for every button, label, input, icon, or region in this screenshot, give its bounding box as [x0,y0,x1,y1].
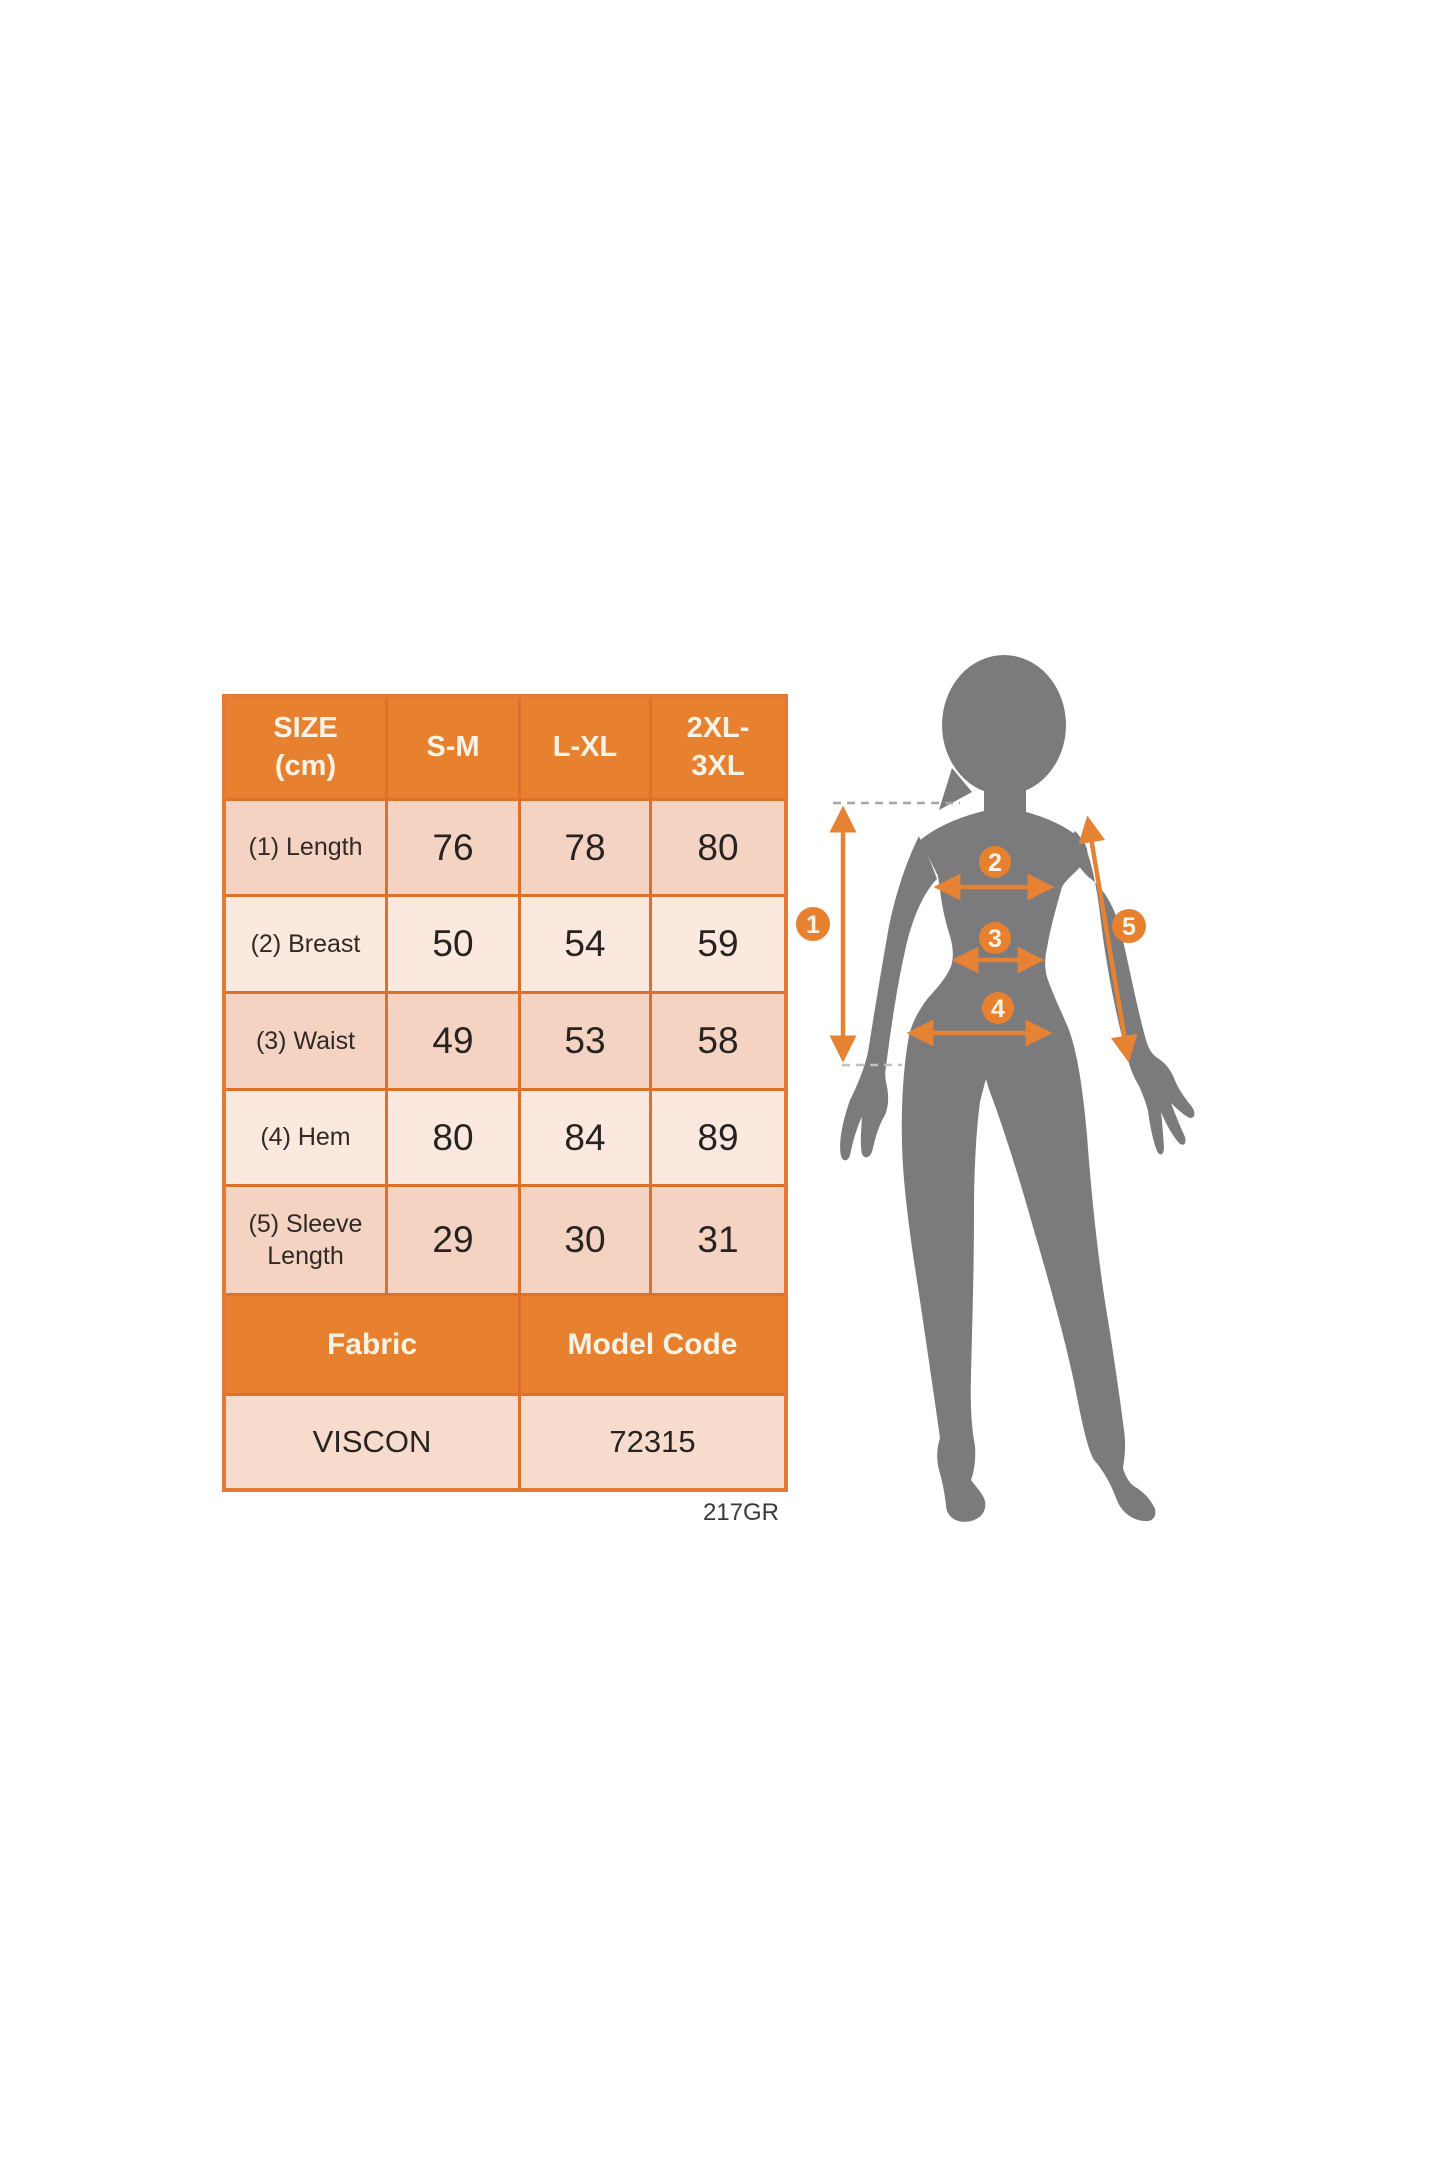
waist-lxl-value: 53 [521,994,649,1088]
size-table-header-sm: S-M [388,698,518,798]
breast-sm-value: 50 [388,897,518,991]
reference-code-note: 217GR [702,1499,779,1526]
marker-circle-5: 5 [1112,909,1146,943]
marker-circle-1: 1 [796,907,830,941]
svg-text:1: 1 [806,911,820,939]
fabric-value: VISCON [226,1396,518,1488]
svg-text:2: 2 [988,849,1002,877]
fabric-header: Fabric [226,1296,518,1393]
marker-circle-2: 2 [979,846,1011,878]
model-code-header: Model Code [521,1296,784,1393]
breast-lxl-value: 54 [521,897,649,991]
row-label-breast: (2) Breast [226,897,385,991]
size-table: SIZE (cm) S-M L-XL 2XL- 3XL (1) Length 7… [222,694,788,1492]
sleeve-lxl-value: 30 [521,1187,649,1293]
length-lxl-value: 78 [521,801,649,894]
hem-sm-value: 80 [388,1091,518,1184]
size-table-header-size: SIZE (cm) [226,698,385,798]
waist-2xl3xl-value: 58 [652,994,784,1088]
row-label-hem: (4) Hem [226,1091,385,1184]
svg-text:4: 4 [991,995,1005,1023]
length-2xl3xl-value: 80 [652,801,784,894]
row-label-sleeve-length: (5) Sleeve Length [226,1187,385,1293]
hem-2xl3xl-value: 89 [652,1091,784,1184]
model-code-value: 72315 [521,1396,784,1488]
row-label-length: (1) Length [226,801,385,894]
size-table-header-2xl3xl: 2XL- 3XL [652,698,784,798]
svg-text:5: 5 [1122,913,1136,941]
svg-text:3: 3 [988,925,1002,953]
marker-circle-4: 4 [982,992,1014,1024]
body-silhouette [840,655,1195,1522]
body-measurement-diagram: 1 2 3 4 5 [796,655,1195,1522]
sleeve-sm-value: 29 [388,1187,518,1293]
marker-circle-3: 3 [979,922,1011,954]
hem-lxl-value: 84 [521,1091,649,1184]
waist-sm-value: 49 [388,994,518,1088]
row-label-waist: (3) Waist [226,994,385,1088]
breast-2xl3xl-value: 59 [652,897,784,991]
size-table-header-lxl: L-XL [521,698,649,798]
length-sm-value: 76 [388,801,518,894]
sleeve-arrow [1078,815,1138,1063]
sleeve-2xl3xl-value: 31 [652,1187,784,1293]
